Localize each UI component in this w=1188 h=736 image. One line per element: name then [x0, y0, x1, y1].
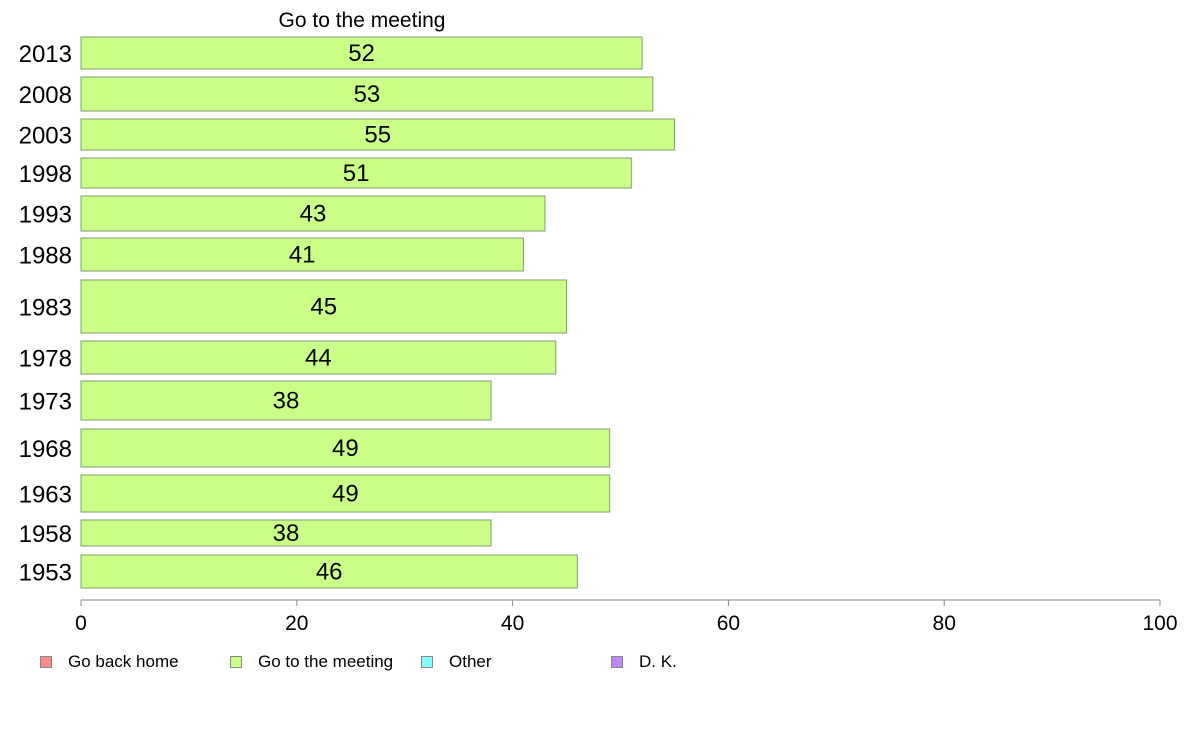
bar-value-label: 46 [316, 559, 343, 586]
bar-value-label: 49 [332, 435, 359, 462]
bar-value-label: 41 [289, 242, 316, 269]
bar-1958 [80, 519, 492, 547]
x-tick-label: 100 [1142, 612, 1177, 635]
legend-label: D. K. [639, 652, 677, 671]
legend-swatch [421, 656, 433, 668]
bar-value-label: 53 [354, 81, 381, 108]
legend-swatch [40, 656, 52, 668]
x-axis: 0 20 40 60 80 100 [75, 599, 1178, 635]
category-label: 1968 [19, 436, 72, 463]
bar-1963 [80, 474, 611, 513]
legend-item-other: Other [421, 652, 492, 672]
bar-value-label: 44 [305, 345, 332, 372]
category-label: 1998 [19, 161, 72, 188]
bar-1978 [80, 340, 557, 375]
bar-2013 [80, 36, 643, 70]
category-label: 1988 [19, 243, 72, 270]
bar-value-label: 55 [364, 122, 391, 149]
x-tick-label: 80 [933, 612, 956, 635]
category-label: 1983 [19, 295, 72, 322]
bar-value-label: 43 [300, 201, 327, 228]
category-label: 1993 [19, 202, 72, 229]
legend-swatch [611, 656, 623, 668]
bar-chart: Go to the meeting 52 2013 53 2008 55 2003 51 19… [19, 9, 1178, 635]
bar-1983 [80, 279, 568, 334]
x-tick-label: 60 [717, 612, 740, 635]
bar-2008 [80, 76, 654, 112]
bar-1968 [80, 428, 611, 468]
legend: Go back home Go to the meeting Other D. … [0, 652, 1188, 676]
x-tick-label: 40 [501, 612, 524, 635]
category-label: 2003 [19, 123, 72, 150]
chart-title: Go to the meeting [279, 9, 446, 32]
legend-label: Go back home [68, 652, 179, 671]
category-label: 2008 [19, 82, 72, 109]
legend-item-dk: D. K. [611, 652, 677, 672]
category-label: 1973 [19, 389, 72, 416]
bar-1953 [80, 554, 578, 589]
category-label: 1958 [19, 521, 72, 548]
bar-value-label: 38 [273, 520, 300, 547]
category-label: 1978 [19, 346, 72, 373]
legend-item-go-back-home: Go back home [40, 652, 179, 672]
bar-2003 [80, 118, 675, 151]
bar-value-label: 38 [273, 388, 300, 415]
category-label: 1953 [19, 560, 72, 587]
legend-swatch [230, 656, 242, 668]
category-label: 2013 [19, 41, 72, 68]
bar-value-label: 45 [310, 294, 337, 321]
legend-item-go-to-the-meeting: Go to the meeting [230, 652, 393, 672]
category-label: 1963 [19, 482, 72, 509]
bar-1993 [80, 195, 546, 232]
bar-1998 [80, 157, 632, 189]
x-tick-label: 0 [75, 612, 87, 635]
x-tick-label: 20 [285, 612, 308, 635]
bar-value-label: 52 [348, 40, 375, 67]
bars-layer: 52 2013 53 2008 55 2003 51 1998 43 1993 41 1988 45 19… [19, 36, 675, 589]
bar-1988 [80, 237, 524, 272]
bar-value-label: 49 [332, 481, 359, 508]
bar-1973 [80, 380, 492, 421]
bar-value-label: 51 [343, 160, 370, 187]
legend-label: Other [449, 652, 492, 671]
legend-label: Go to the meeting [258, 652, 394, 671]
